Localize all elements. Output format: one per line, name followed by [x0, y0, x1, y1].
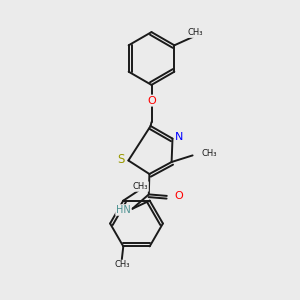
Text: CH₃: CH₃: [187, 28, 203, 37]
Text: O: O: [175, 191, 183, 201]
Text: S: S: [117, 153, 124, 166]
Text: CH₃: CH₃: [114, 260, 130, 269]
Text: N: N: [175, 132, 183, 142]
Text: CH₃: CH₃: [201, 149, 217, 158]
Text: CH₃: CH₃: [133, 182, 148, 191]
Text: O: O: [147, 95, 156, 106]
Text: HN: HN: [116, 205, 131, 215]
